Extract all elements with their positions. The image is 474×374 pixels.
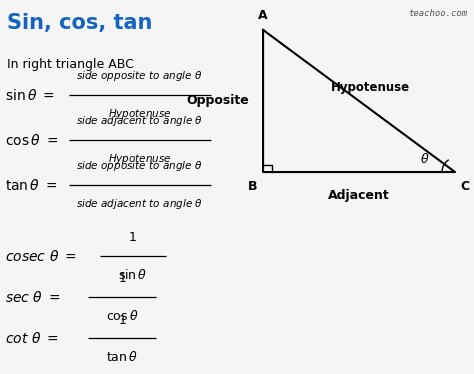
- Text: Adjacent: Adjacent: [328, 189, 390, 202]
- Text: $1$: $1$: [118, 313, 127, 327]
- Text: $\mathit{side\ adjacent\ to\ angle\ \theta}$: $\mathit{side\ adjacent\ to\ angle\ \the…: [76, 114, 203, 128]
- Text: Sin, cos, tan: Sin, cos, tan: [7, 13, 153, 33]
- Text: $1$: $1$: [118, 272, 127, 285]
- Text: $\cos\theta$: $\cos\theta$: [106, 309, 138, 323]
- Text: $\cos\theta\ =$: $\cos\theta\ =$: [5, 133, 58, 148]
- Text: $\mathit{Hypotenuse}$: $\mathit{Hypotenuse}$: [108, 107, 172, 121]
- Text: $1$: $1$: [128, 231, 137, 244]
- Text: B: B: [248, 180, 257, 193]
- Text: Hypotenuse: Hypotenuse: [331, 80, 410, 94]
- Text: C: C: [461, 180, 470, 193]
- Text: A: A: [258, 9, 268, 22]
- Text: $\mathit{side\ opposite\ to\ angle\ \theta}$: $\mathit{side\ opposite\ to\ angle\ \the…: [76, 70, 203, 83]
- Text: $\sin\theta\ =$: $\sin\theta\ =$: [5, 88, 55, 103]
- Text: $\mathit{Hypotenuse}$: $\mathit{Hypotenuse}$: [108, 152, 172, 166]
- Text: $\tan\theta$: $\tan\theta$: [106, 350, 138, 364]
- Text: $\mathit{sec}\ \theta\ =$: $\mathit{sec}\ \theta\ =$: [5, 290, 61, 305]
- Text: In right triangle ABC: In right triangle ABC: [7, 58, 134, 71]
- Text: $\mathit{side\ opposite\ to\ angle\ \theta}$: $\mathit{side\ opposite\ to\ angle\ \the…: [76, 159, 203, 173]
- Text: teachoo.com: teachoo.com: [408, 9, 467, 18]
- Text: $\theta$: $\theta$: [419, 152, 429, 166]
- Text: Opposite: Opposite: [186, 95, 249, 107]
- Text: $\tan\theta\ =$: $\tan\theta\ =$: [5, 178, 57, 193]
- Text: $\mathit{cot}\ \theta\ =$: $\mathit{cot}\ \theta\ =$: [5, 331, 59, 346]
- Text: $\mathit{side\ adjacent\ to\ angle\ \theta}$: $\mathit{side\ adjacent\ to\ angle\ \the…: [76, 197, 203, 211]
- Text: $\sin\theta$: $\sin\theta$: [118, 268, 147, 282]
- Text: $\mathit{cosec}\ \theta\ =$: $\mathit{cosec}\ \theta\ =$: [5, 249, 77, 264]
